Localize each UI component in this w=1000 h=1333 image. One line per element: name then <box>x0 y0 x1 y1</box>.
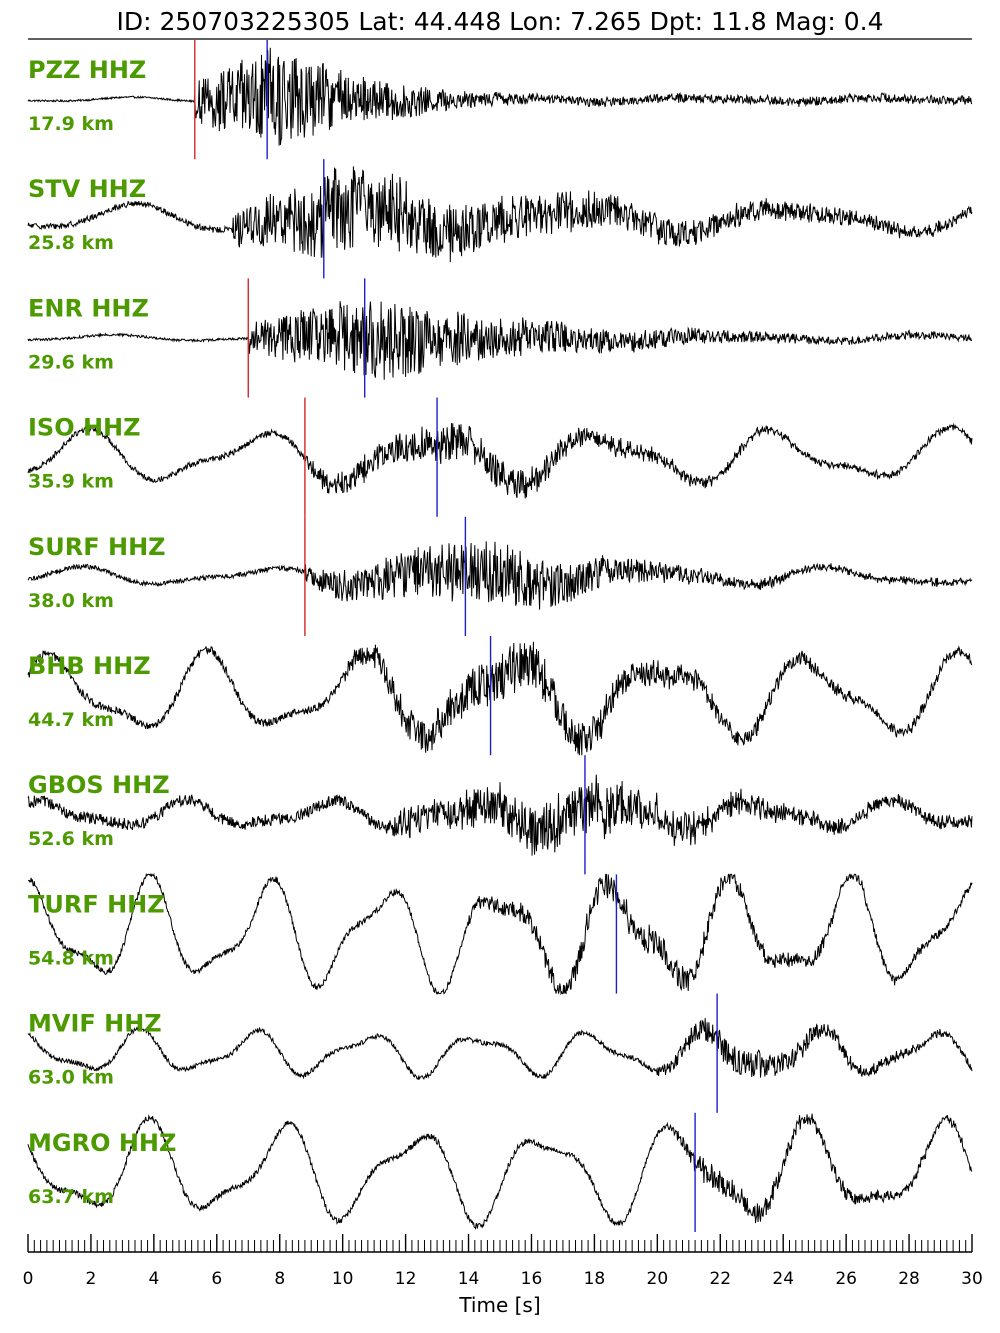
distance-label: 29.6 km <box>28 351 114 373</box>
x-tick-label: 14 <box>458 1269 480 1289</box>
x-axis-label: Time [s] <box>458 1293 540 1317</box>
station-label: PZZ HHZ <box>28 56 146 84</box>
x-tick-label: 12 <box>395 1269 417 1289</box>
trace-group: PZZ HHZ 17.9 km <box>27 40 973 160</box>
station-label: ENR HHZ <box>28 294 149 322</box>
x-tick-label: 30 <box>961 1269 983 1289</box>
waveform-trace <box>27 774 973 856</box>
trace-group: SURF HHZ 38.0 km <box>27 516 973 636</box>
waveform-trace <box>27 641 973 756</box>
trace-group: MVIF HHZ 63.0 km <box>27 993 973 1113</box>
x-tick-label: 8 <box>274 1269 285 1289</box>
distance-label: 38.0 km <box>28 590 114 612</box>
x-tick-label: 0 <box>23 1269 34 1289</box>
x-tick-label: 4 <box>148 1269 159 1289</box>
distance-label: 63.7 km <box>28 1186 114 1208</box>
x-axis: 0 2 4 6 8 10 12 14 16 18 20 22 24 26 28 30 <box>23 1234 983 1289</box>
distance-label: 17.9 km <box>28 113 114 135</box>
x-tick-label: 28 <box>898 1269 920 1289</box>
x-tick-label: 18 <box>584 1269 606 1289</box>
station-label: MGRO HHZ <box>28 1129 176 1157</box>
distance-label: 63.0 km <box>28 1067 114 1089</box>
waveform-trace <box>27 872 973 996</box>
x-tick-label: 2 <box>86 1269 97 1289</box>
distance-label: 35.9 km <box>28 471 114 493</box>
waveform-trace <box>27 541 973 610</box>
waveform-trace <box>27 301 973 380</box>
station-label: STV HHZ <box>28 175 146 203</box>
x-tick-label: 20 <box>647 1269 669 1289</box>
distance-label: 52.6 km <box>28 828 114 850</box>
trace-group: ENR HHZ 29.6 km <box>27 278 973 398</box>
chart-title: ID: 250703225305 Lat: 44.448 Lon: 7.265 … <box>117 7 884 36</box>
trace-group: STV HHZ 25.8 km <box>27 159 973 279</box>
station-label: SURF HHZ <box>28 533 166 561</box>
waveform-trace <box>27 422 973 499</box>
trace-group: GBOS HHZ 52.6 km <box>27 755 973 875</box>
waveform-trace <box>27 1113 973 1230</box>
distance-label: 44.7 km <box>28 709 114 731</box>
trace-group: TURF HHZ 54.8 km <box>27 872 973 996</box>
x-tick-label: 16 <box>521 1269 543 1289</box>
x-tick-label: 24 <box>772 1269 794 1289</box>
trace-group: MGRO HHZ 63.7 km <box>27 1112 973 1232</box>
distance-label: 54.8 km <box>28 947 114 969</box>
x-tick-label: 22 <box>709 1269 731 1289</box>
waveform-trace <box>27 47 973 146</box>
station-label: MVIF HHZ <box>28 1010 162 1038</box>
x-tick-label: 10 <box>332 1269 354 1289</box>
x-tick-label: 6 <box>211 1269 222 1289</box>
traces-layer: PZZ HHZ 17.9 km STV HHZ 25.8 km ENR HHZ 29.6 … <box>27 40 973 1232</box>
waveform-trace <box>27 166 973 263</box>
trace-group: BHB HHZ 44.7 km <box>27 636 973 756</box>
waveform-trace <box>27 1018 973 1080</box>
station-label: GBOS HHZ <box>28 771 170 799</box>
station-label: TURF HHZ <box>28 890 165 918</box>
x-tick-label: 26 <box>835 1269 857 1289</box>
station-label: ISO HHZ <box>28 414 141 442</box>
station-label: BHB HHZ <box>28 652 151 680</box>
distance-label: 25.8 km <box>28 232 114 254</box>
trace-group: ISO HHZ 35.9 km <box>27 397 973 517</box>
